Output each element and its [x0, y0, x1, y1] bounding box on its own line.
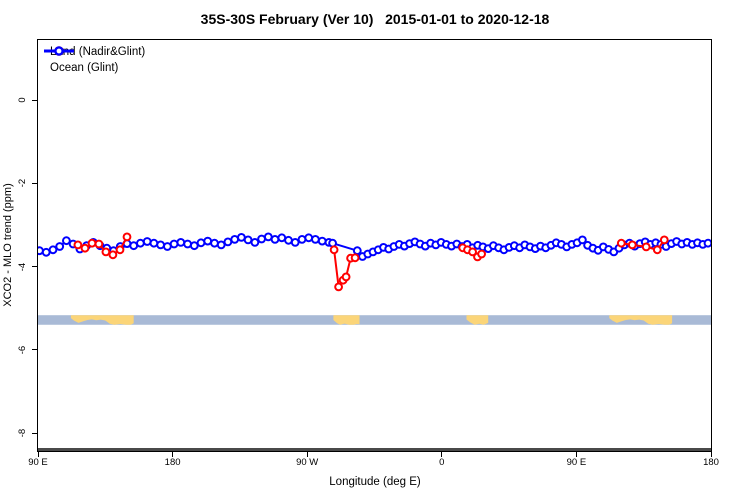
y-tick-mark [32, 182, 37, 184]
ocean-point [55, 242, 65, 251]
land-point [341, 272, 351, 282]
ocean-point [136, 238, 145, 248]
legend-label-ocean: Ocean (Glint) [50, 62, 119, 74]
map-strip-ocean [38, 315, 711, 325]
y-tick-label: -6 [17, 345, 28, 354]
x-tick-mark [710, 452, 712, 457]
ocean-point [216, 240, 226, 250]
ocean-point [243, 235, 253, 245]
legend-item-ocean: Ocean (Glint) [42, 46, 145, 76]
y-tick-label: -8 [17, 428, 28, 438]
x-tick-label: 180 [703, 457, 719, 468]
x-tick-mark [575, 452, 577, 457]
x-tick-mark [441, 452, 443, 457]
map-strip-land-australia-left [70, 315, 134, 325]
y-tick-mark [32, 266, 37, 267]
map-strip-land-australia-right [609, 315, 673, 325]
ocean-point [250, 238, 260, 247]
land-point [468, 247, 478, 257]
legend: Land (Nadir&Glint) Ocean (Glint) [42, 44, 145, 76]
land-point [80, 243, 90, 253]
land-point [334, 282, 344, 292]
land-point [73, 240, 83, 250]
map-strip-land-south-america [333, 315, 360, 325]
x-tick-mark [306, 452, 308, 457]
land-point [659, 235, 669, 245]
land-point [350, 253, 360, 263]
x-axis-label: Longitude (deg E) [329, 476, 421, 488]
y-tick-label: 0 [17, 97, 28, 103]
y-tick-label: -2 [17, 179, 28, 188]
y-tick-mark [32, 99, 37, 101]
y-tick-mark [32, 349, 37, 351]
ocean-point [41, 247, 51, 257]
land-point [94, 239, 104, 249]
ocean-point [578, 235, 587, 245]
x-tick-mark [172, 452, 174, 457]
plot-svg [38, 232, 711, 451]
land-point [652, 245, 662, 255]
land-point [108, 250, 118, 260]
x-tick-label: 180 [164, 457, 181, 468]
land-point [101, 247, 111, 257]
x-tick-label: 90 E [566, 457, 587, 468]
land-point [641, 242, 651, 252]
ocean-point [176, 238, 186, 247]
plot-area: Land (Nadir&Glint) Ocean (Glint) [37, 39, 712, 452]
ocean-point [48, 245, 58, 255]
ocean-series-symbol-icon [44, 46, 74, 56]
x-tick-label: 90 W [296, 457, 319, 468]
ocean-point [311, 235, 320, 244]
ocean-point [156, 240, 165, 250]
ocean-point [223, 237, 233, 247]
y-tick-label: -4 [17, 262, 28, 271]
land-point [477, 249, 487, 259]
land-point [122, 232, 132, 242]
chart-title: 35S-30S February (Ver 10) 2015-01-01 to … [200, 11, 550, 27]
y-axis-label: XCO2 - MLO trend (ppm) [2, 183, 14, 307]
ocean-point [703, 238, 711, 248]
ocean-point [270, 235, 280, 244]
x-tick-mark [37, 452, 39, 457]
y-tick-mark [32, 432, 37, 434]
land-point [115, 245, 125, 255]
ocean-point [317, 236, 327, 246]
x-tick-label: 0 [439, 457, 445, 468]
land-point [616, 238, 626, 248]
land-point [87, 238, 97, 248]
ocean-point [62, 236, 71, 246]
land-point [329, 245, 339, 255]
ocean-point [290, 238, 300, 247]
legend-label-land: Land (Nadir&Glint) [50, 46, 146, 58]
ocean-point [203, 236, 213, 246]
x-tick-label: 90 E [28, 457, 48, 468]
land-point [627, 240, 637, 250]
map-strip-land-southern-africa [466, 315, 489, 325]
ocean-point [352, 246, 362, 256]
